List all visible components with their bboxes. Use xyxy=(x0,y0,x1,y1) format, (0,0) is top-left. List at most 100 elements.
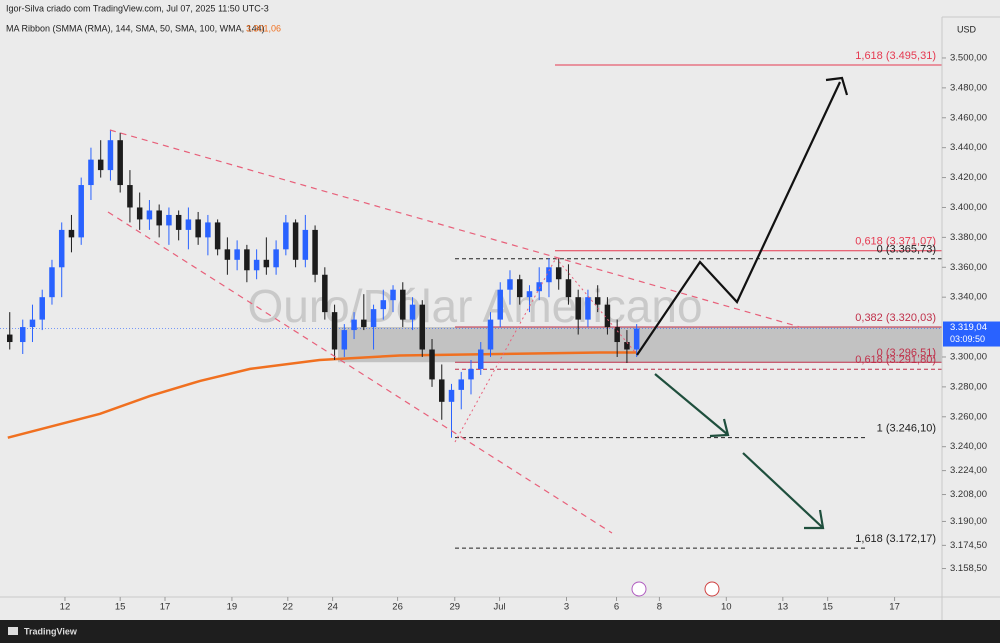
y-tick-label: 3.440,00 xyxy=(950,142,987,153)
x-tick-label: 15 xyxy=(115,602,126,613)
candle-body xyxy=(146,210,153,220)
candle-body xyxy=(244,249,250,271)
candle-body xyxy=(419,304,426,350)
candle-body xyxy=(88,159,94,186)
candle-body xyxy=(136,207,143,220)
candle-body xyxy=(322,274,328,313)
candle-body xyxy=(507,279,513,290)
candle-body xyxy=(127,185,133,208)
candle-body xyxy=(68,229,75,238)
event-icon[interactable] xyxy=(631,581,647,597)
candle-body xyxy=(487,319,494,350)
candle-body xyxy=(370,309,377,328)
candle-body xyxy=(224,249,231,260)
candle-body xyxy=(78,185,84,238)
candle-body xyxy=(468,368,474,380)
last-price-box xyxy=(943,321,1000,347)
candle-body xyxy=(448,389,455,402)
moving-average xyxy=(7,351,637,439)
candle-body xyxy=(205,222,211,238)
price-axis: 3.500,00 3.480,00 3.460,00 3.440,00 3.420,00… xyxy=(60,52,987,612)
x-tick-label: 12 xyxy=(60,602,71,613)
candle-body xyxy=(39,297,45,320)
fib-level-label: 0 (3.296,51) xyxy=(877,347,936,359)
candle-body xyxy=(585,297,591,320)
candle-body xyxy=(58,229,65,268)
candle-body xyxy=(575,297,581,320)
indicator-label: MA Ribbon (SMMA (RMA), 144, SMA, 50, SMA… xyxy=(6,23,265,33)
fib-level-label: 1 (3.246,10) xyxy=(877,422,936,434)
trend-lines xyxy=(107,129,801,534)
x-tick-label: 19 xyxy=(227,602,238,613)
x-tick-label: 15 xyxy=(822,602,833,613)
candle-body xyxy=(614,327,620,343)
candle-body xyxy=(166,214,172,226)
candle-body xyxy=(429,349,435,380)
candle-body xyxy=(185,219,192,230)
candle-body xyxy=(283,222,289,250)
fib-level-label: 1,618 (3.495,31) xyxy=(855,50,936,62)
y-tick-label: 3.174,50 xyxy=(950,540,987,551)
symbol-watermark: Ouro/Dólar Americano xyxy=(247,280,702,332)
y-tick-label: 3.260,00 xyxy=(950,411,987,422)
y-tick-label: 3.208,00 xyxy=(950,489,987,500)
x-tick-label: 8 xyxy=(657,602,662,613)
candle-body xyxy=(497,289,503,320)
candle-body xyxy=(253,259,260,271)
candle-body xyxy=(195,219,201,238)
candle-body xyxy=(361,319,367,328)
y-tick-label: 3.360,00 xyxy=(950,262,987,273)
candle-body xyxy=(19,327,26,343)
candle-body xyxy=(351,319,357,331)
trend-line xyxy=(107,211,613,534)
candle-body xyxy=(477,349,484,369)
candle-body xyxy=(516,279,523,298)
author-line: Igor-Silva criado com TradingView.com, J… xyxy=(6,3,269,13)
bear-path xyxy=(742,452,823,528)
fib-trend xyxy=(454,257,636,443)
candle-body xyxy=(117,140,123,186)
x-tick-label: Jul xyxy=(494,602,506,613)
candle-body xyxy=(156,210,162,226)
x-tick-label: 22 xyxy=(283,602,294,613)
y-tick-label: 3.158,50 xyxy=(950,563,987,574)
brand-logo xyxy=(8,627,18,635)
candle-body xyxy=(458,379,465,390)
candle-body xyxy=(604,304,611,328)
y-tick-label: 3.420,00 xyxy=(950,172,987,183)
candle-body xyxy=(214,222,221,250)
candle-body xyxy=(273,249,279,268)
fib-level-label: 0,382 (3.320,03) xyxy=(855,312,936,324)
event-icon[interactable] xyxy=(704,581,720,597)
fib-level-label: 0 (3.365,73) xyxy=(877,244,936,256)
fib-trend-line xyxy=(555,257,636,353)
y-tick-label: 3.480,00 xyxy=(950,82,987,93)
candle-body xyxy=(234,249,240,260)
candle-body xyxy=(49,267,55,298)
indicator-value: 3.301,06 xyxy=(246,23,281,33)
candle-body xyxy=(292,222,299,260)
currency: USD xyxy=(957,24,977,34)
candle-body xyxy=(331,312,338,350)
candle-body xyxy=(536,282,542,292)
candle-body xyxy=(341,330,348,350)
x-tick-label: 10 xyxy=(721,602,732,613)
x-tick-label: 17 xyxy=(160,602,171,613)
support-zone xyxy=(338,327,942,363)
candle-body xyxy=(312,229,318,275)
candle-body xyxy=(107,140,114,171)
candle-body xyxy=(390,289,396,301)
bear-arrowhead xyxy=(709,418,730,438)
y-tick-label: 3.400,00 xyxy=(950,202,987,213)
footer-bar xyxy=(0,620,1000,643)
candle-body xyxy=(565,279,572,298)
candle-body xyxy=(409,304,416,320)
y-tick-label: 3.280,00 xyxy=(950,381,987,392)
plot-area: Ouro/Dólar Americano 1,618 (3.495,31) 0,61… xyxy=(0,50,942,549)
candle-body xyxy=(400,289,406,320)
x-tick-label: 24 xyxy=(327,602,338,613)
y-tick-label: 3.460,00 xyxy=(950,112,987,123)
candle-body xyxy=(175,214,182,230)
y-tick-label: 3.190,00 xyxy=(950,516,987,527)
